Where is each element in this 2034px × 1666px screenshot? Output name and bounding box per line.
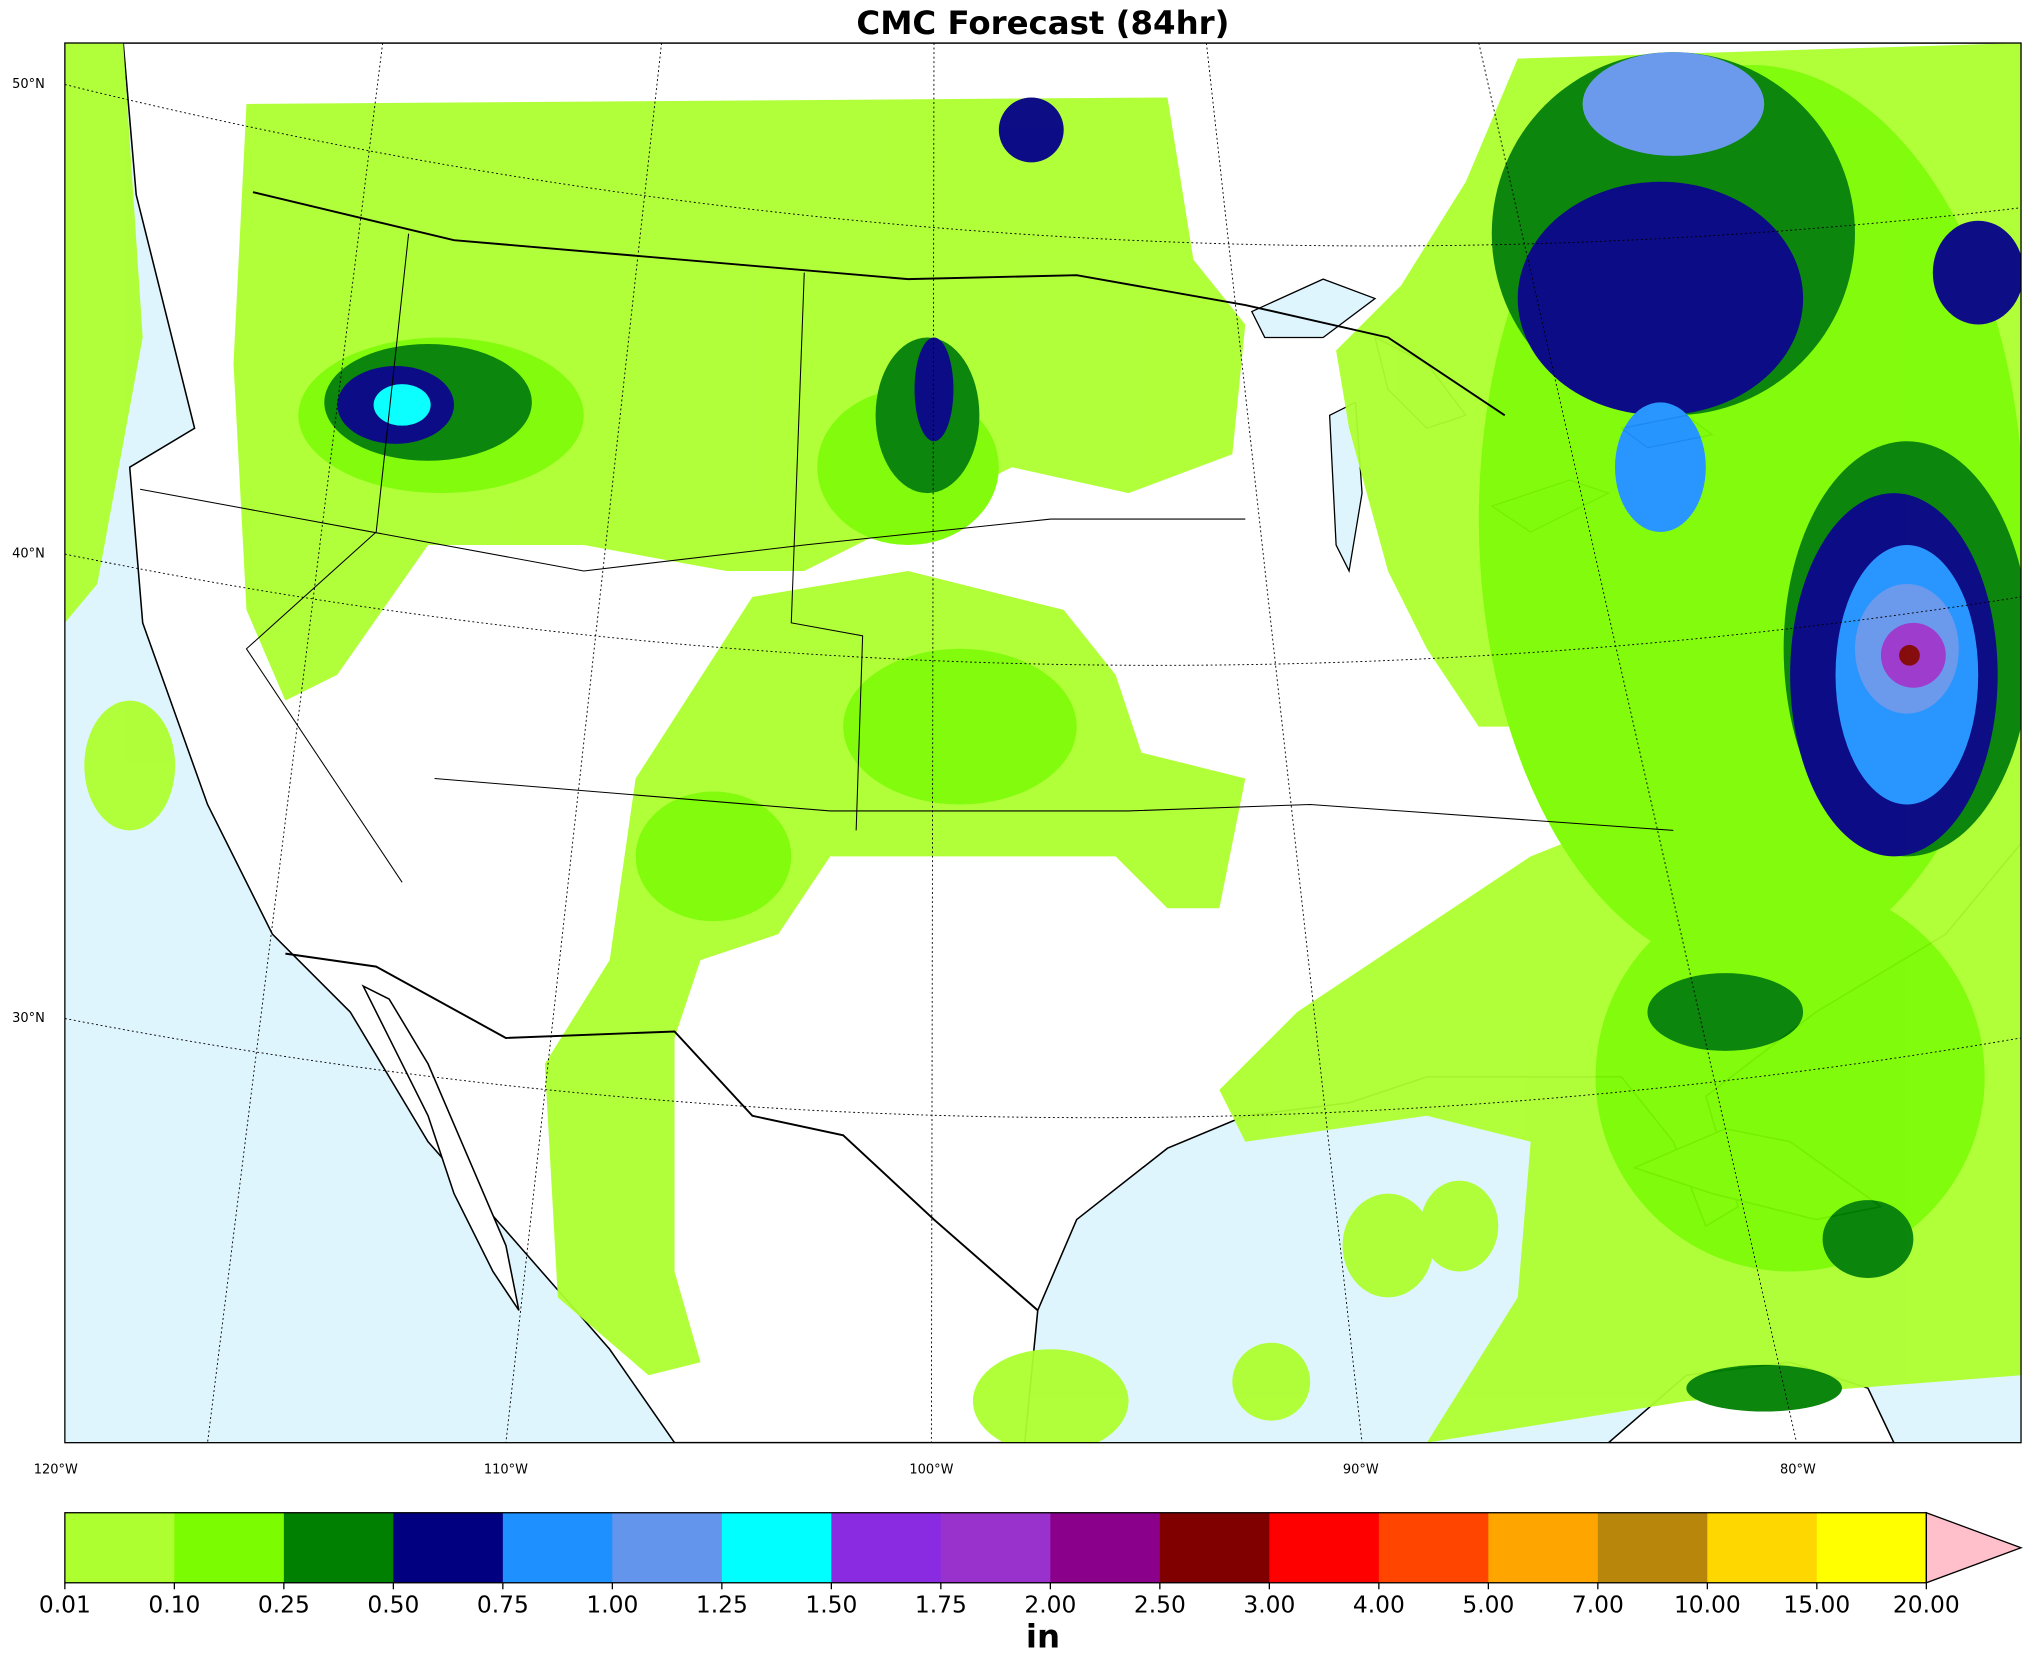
colorbar-swatch [1488,1512,1599,1583]
precip-areas [64,43,2022,1443]
colorbar-swatch [1707,1512,1818,1583]
lon-label: 120°W [34,1462,78,1477]
colorbar-tick-label: 0.10 [148,1591,200,1619]
state-lines [140,233,1674,883]
colorbar-tick-label: 3.00 [1243,1591,1295,1619]
colorbar-label: in [1026,1618,1060,1656]
colorbar-swatch [1597,1512,1708,1583]
colorbar-tick-label: 20.00 [1893,1591,1960,1619]
colorbar-tick-label: 1.75 [915,1591,967,1619]
colorbar-swatch [1816,1512,1927,1583]
lon-label: 100°W [909,1462,953,1477]
colorbar-tick-label: 0.50 [367,1591,419,1619]
colorbar-outline [64,1512,1927,1584]
colorbar-tick-label: 1.25 [696,1591,748,1619]
colorbar-tick-label: 4.00 [1353,1591,1405,1619]
colorbar-swatch [940,1512,1051,1583]
colorbar-swatch [1378,1512,1489,1583]
colorbar-swatch [1050,1512,1161,1583]
colorbar-tick-label: 1.00 [586,1591,638,1619]
baja [361,984,520,1311]
colorbar-tick-label: 0.01 [39,1591,91,1619]
colorbar-swatch [1269,1512,1380,1583]
colorbar-tick-label: 0.25 [258,1591,310,1619]
title: CMC Forecast (84hr) [856,4,1229,42]
lon-label: 90°W [1343,1462,1379,1477]
colorbar-tick-label: 15.00 [1783,1591,1850,1619]
colorbar: 0.01 0.10 0.25 0.50 0.75 1.00 1.25 1.50 1.75 2.00… [39,1511,2023,1656]
colorbar-tick-label: 2.00 [1024,1591,1076,1619]
map [64,43,2022,1443]
colorbar-swatch [393,1512,504,1583]
colorbar-swatch [502,1512,614,1583]
colorbar-tick-label: 5.00 [1462,1591,1514,1619]
colorbar-tick-label: 10.00 [1674,1591,1741,1619]
colorbar-swatch [174,1512,285,1583]
map-labels: 50°N 40°N 30°N 120°W 110°W 100°W 90°W 80°W [12,77,1816,1477]
colorbar-swatch [831,1512,942,1583]
lat-label: 50°N [12,77,45,92]
colorbar-tick-label: 0.75 [477,1591,529,1619]
colorbar-swatch [612,1512,723,1583]
borders [252,191,1506,1312]
lat-label: 30°N [12,1011,45,1026]
lon-label: 80°W [1780,1462,1816,1477]
map-frame [64,42,2022,1444]
lon-label: 110°W [484,1462,528,1477]
lat-label: 40°N [12,547,45,562]
colorbar-extend [1925,1511,2023,1584]
colorbar-swatch [283,1512,395,1583]
colorbar-swatch [721,1512,832,1583]
colorbar-swatch [64,1512,176,1583]
graticule [64,43,2022,1443]
colorbar-tick-label: 2.50 [1134,1591,1186,1619]
colorbar-swatch [1159,1512,1270,1583]
colorbar-tick-label: 1.50 [805,1591,857,1619]
colorbar-tick-label: 7.00 [1572,1591,1624,1619]
